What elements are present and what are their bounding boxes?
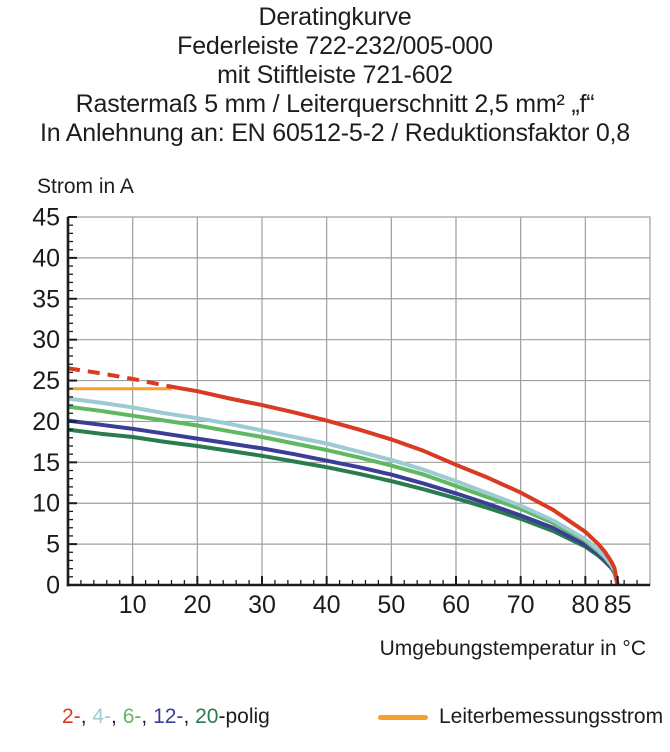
legend-item-20-polig: 20 [195,705,219,728]
x-tick-label: 30 [248,591,276,619]
series-2-polig [177,385,620,586]
x-tick-label: 40 [313,591,341,619]
legend-separator: , [111,705,123,728]
x-tick-label: 50 [377,591,405,619]
x-tick-label: 20 [183,591,211,619]
rated-current-label: Leiterbemessungsstrom [439,705,664,728]
y-tick-label: 45 [32,204,60,232]
legend-item-6-polig: 6- [122,705,142,728]
y-tick-label: 40 [32,244,60,272]
legend-item-2-polig: 2- [62,705,81,728]
legend-separator: , [141,705,154,728]
legend-rated-current: Leiterbemessungsstrom [378,705,663,729]
y-axis-title: Strom in A [37,175,134,198]
chart-title-block: Deratingkurve Federleiste 722-232/005-00… [0,3,670,148]
legend: 2-, 4-, 6-, 12-, 20-polig Leiterbemessun… [0,702,670,736]
y-tick-label: 5 [46,531,60,559]
legend-separator: , [80,705,93,728]
x-tick-label: 10 [119,591,147,619]
title-line-3: mit Stiftleiste 721-602 [217,61,453,89]
y-tick-label: 15 [32,449,60,477]
y-tick-label: 20 [32,408,60,436]
y-tick-label: 25 [32,367,60,395]
title-line-2: Federleiste 722-232/005-000 [177,32,493,60]
x-tick-label: 70 [507,591,535,619]
legend-item-4-polig: 4- [92,705,112,728]
series-2-polig-ueberlast-gestrichelt [67,366,179,390]
y-tick-label: 30 [32,326,60,354]
title-line-4: Rastermaß 5 mm / Leiterquerschnitt 2,5 m… [75,90,595,118]
legend-separator: , [183,705,196,728]
legend-item-12-polig: 12- [153,705,184,728]
title-line-1: Deratingkurve [258,3,412,31]
y-tick-label: 10 [32,490,60,518]
y-tick-label: 0 [46,572,60,600]
legend-pole-counts: 2-, 4-, 6-, 12-, 20-polig [62,705,270,729]
x-tick-label: 60 [442,591,470,619]
x-tick-label: 85 [604,591,632,619]
rated-current-line-swatch [378,714,428,720]
x-axis-title: Umgebungstemperatur in °C [379,637,646,660]
series-4-polig [67,396,620,586]
x-tick-label: 80 [571,591,599,619]
legend-polig-suffix: -polig [218,705,270,728]
y-tick-label: 35 [32,285,60,313]
title-line-5: In Anlehnung an: EN 60512-5-2 / Reduktio… [39,119,630,147]
